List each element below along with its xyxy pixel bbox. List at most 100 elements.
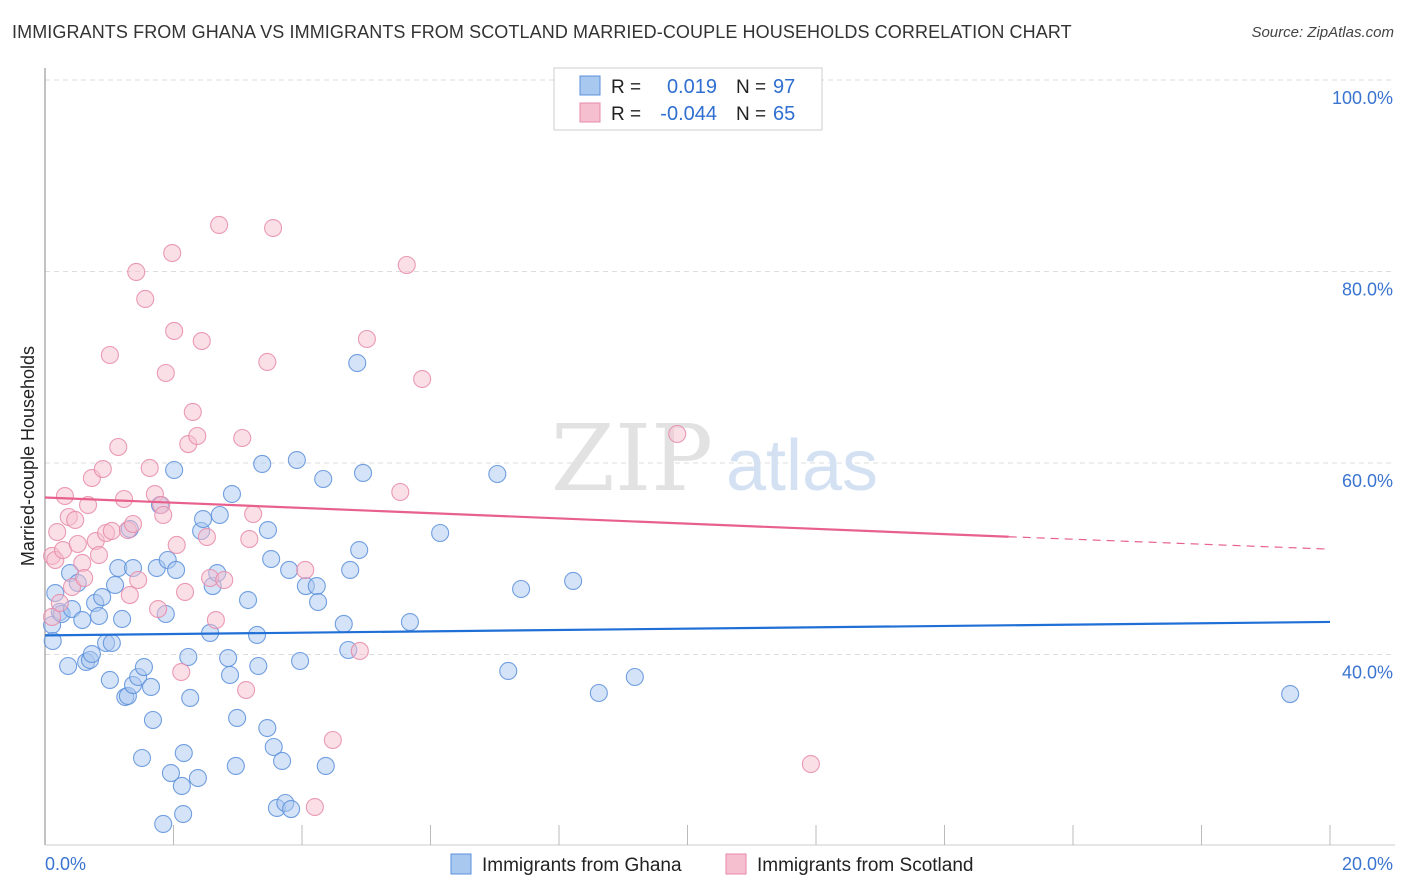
trend-line-ghana bbox=[44, 620, 1331, 637]
data-point-scotland bbox=[233, 428, 252, 448]
data-point-ghana bbox=[165, 460, 184, 480]
legend-label-scotland: Immigrants from Scotland bbox=[757, 855, 973, 876]
data-point-ghana bbox=[431, 523, 450, 543]
y-tick-label: 40.0% bbox=[1342, 663, 1393, 683]
data-point-ghana bbox=[143, 710, 162, 730]
data-point-scotland bbox=[109, 437, 128, 457]
data-point-scotland bbox=[197, 527, 216, 547]
data-point-scotland bbox=[73, 553, 92, 573]
data-point-scotland bbox=[264, 218, 283, 238]
watermark: ZIP atlas bbox=[551, 405, 878, 512]
data-point-ghana bbox=[334, 614, 353, 634]
data-point-scotland bbox=[127, 262, 146, 282]
data-point-ghana bbox=[258, 520, 277, 540]
data-point-scotland bbox=[206, 610, 225, 630]
x-ticks bbox=[173, 825, 1331, 845]
data-point-ghana bbox=[262, 549, 281, 569]
legend-n-label: N = bbox=[736, 104, 766, 125]
data-point-scotland bbox=[123, 514, 143, 534]
data-point-ghana bbox=[188, 768, 207, 788]
data-point-ghana bbox=[273, 751, 292, 771]
data-point-scotland bbox=[66, 510, 85, 530]
data-point-ghana bbox=[282, 799, 301, 819]
data-point-ghana bbox=[93, 587, 112, 607]
data-point-ghana bbox=[210, 505, 229, 525]
data-point-ghana bbox=[253, 454, 272, 474]
legend-swatch-scotland bbox=[579, 102, 601, 123]
data-point-scotland bbox=[240, 529, 259, 549]
data-point-ghana bbox=[249, 656, 268, 676]
data-point-scotland bbox=[188, 426, 207, 446]
data-point-ghana bbox=[280, 560, 299, 580]
data-point-ghana bbox=[59, 656, 78, 676]
data-point-ghana bbox=[291, 651, 310, 671]
data-point-scotland bbox=[55, 486, 74, 506]
data-point-ghana bbox=[219, 648, 238, 668]
y-axis-label: Married-couple Households bbox=[18, 346, 38, 566]
data-point-scotland bbox=[357, 329, 376, 349]
data-point-scotland bbox=[668, 424, 687, 444]
data-point-ghana bbox=[220, 665, 240, 685]
data-point-ghana bbox=[43, 631, 62, 651]
data-point-ghana bbox=[353, 463, 373, 483]
legend-n-label: N = bbox=[736, 77, 766, 98]
data-point-scotland bbox=[102, 521, 121, 541]
data-point-ghana bbox=[134, 657, 153, 677]
data-point-ghana bbox=[258, 718, 277, 738]
data-point-scotland bbox=[149, 599, 168, 619]
data-point-ghana bbox=[350, 540, 369, 560]
data-point-ghana bbox=[100, 670, 119, 690]
data-point-scotland bbox=[43, 607, 62, 627]
data-point-scotland bbox=[140, 458, 159, 478]
data-point-scotland bbox=[244, 504, 263, 524]
data-point-ghana bbox=[154, 814, 173, 834]
data-point-ghana bbox=[341, 560, 360, 580]
data-point-ghana bbox=[194, 509, 213, 529]
data-point-scotland bbox=[163, 243, 182, 263]
x-tick-label-max: 20.0% bbox=[1342, 854, 1393, 874]
data-point-ghana bbox=[222, 484, 242, 504]
data-point-ghana bbox=[264, 737, 283, 757]
data-point-scotland bbox=[215, 570, 234, 590]
data-point-scotland bbox=[391, 482, 410, 502]
data-point-ghana bbox=[1281, 684, 1300, 704]
data-point-ghana bbox=[307, 576, 326, 596]
chart-title: IMMIGRANTS FROM GHANA VS IMMIGRANTS FROM… bbox=[12, 22, 1072, 42]
data-point-scotland bbox=[100, 345, 119, 365]
data-point-scotland bbox=[305, 797, 324, 817]
trend-line-scotland bbox=[44, 496, 1009, 538]
data-point-scotland bbox=[154, 505, 173, 525]
data-point-ghana bbox=[314, 469, 333, 489]
data-point-scotland bbox=[172, 662, 191, 682]
watermark-zip: ZIP bbox=[551, 405, 713, 512]
data-point-ghana bbox=[316, 756, 335, 776]
data-point-ghana bbox=[238, 590, 258, 610]
data-point-scotland bbox=[413, 369, 432, 389]
y-tick-label: 80.0% bbox=[1342, 280, 1393, 300]
data-point-scotland bbox=[114, 489, 134, 509]
data-point-scotland bbox=[323, 730, 342, 750]
data-point-scotland bbox=[165, 321, 184, 341]
data-point-scotland bbox=[176, 582, 195, 602]
data-point-ghana bbox=[488, 464, 507, 484]
legend-r-value-scotland: -0.044 bbox=[660, 103, 717, 125]
data-point-ghana bbox=[499, 661, 518, 681]
legend-r-value-ghana: 0.019 bbox=[667, 76, 717, 98]
data-point-ghana bbox=[161, 763, 180, 783]
source-label: Source: ZipAtlas.com bbox=[1251, 24, 1394, 41]
legend-n-value-ghana: 97 bbox=[773, 76, 795, 98]
data-point-ghana bbox=[287, 450, 306, 470]
data-point-ghana bbox=[181, 688, 200, 708]
data-point-ghana bbox=[174, 743, 193, 763]
data-point-scotland bbox=[183, 402, 202, 422]
watermark-atlas: atlas bbox=[726, 426, 878, 506]
data-point-scotland bbox=[89, 545, 109, 565]
data-point-scotland bbox=[68, 534, 87, 554]
data-point-ghana bbox=[589, 683, 608, 703]
data-point-scotland bbox=[120, 585, 139, 605]
data-point-ghana bbox=[89, 606, 109, 626]
data-point-ghana bbox=[309, 592, 328, 612]
data-point-scotland bbox=[258, 352, 277, 372]
data-point-scotland bbox=[801, 754, 820, 774]
